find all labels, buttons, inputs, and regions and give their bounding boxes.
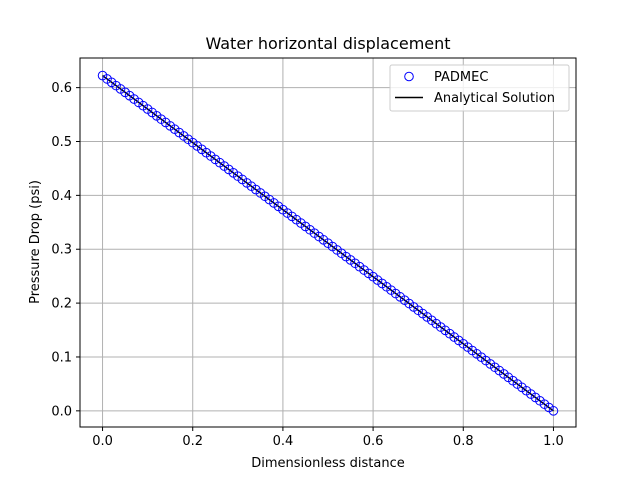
line-series-layer <box>102 74 554 412</box>
grid <box>80 58 576 427</box>
y-tick-label: 0.3 <box>51 243 72 258</box>
chart-title: Water horizontal displacement <box>205 34 450 53</box>
y-tick-label: 0.4 <box>51 189 72 204</box>
x-axis-label: Dimensionless distance <box>251 456 404 471</box>
analytical-solution-line <box>102 74 554 412</box>
x-tick-label: 0.0 <box>92 434 113 449</box>
x-tick-label: 1.0 <box>543 434 564 449</box>
y-tick-label: 0.2 <box>51 297 72 312</box>
legend: PADMEC Analytical Solution <box>389 64 570 112</box>
y-tick-label: 0.1 <box>51 350 72 365</box>
legend-marker-padmec <box>404 71 414 82</box>
y-tick-label: 0.0 <box>51 404 72 419</box>
scatter-series-layer <box>97 70 559 416</box>
x-tick-label: 0.8 <box>453 434 474 449</box>
x-tick-label: 0.6 <box>363 434 384 449</box>
legend-box <box>389 64 570 112</box>
padmec-point <box>548 406 559 416</box>
legend-label-padmec: PADMEC <box>434 70 488 85</box>
x-tick-label: 0.4 <box>273 434 294 449</box>
axis-ticks: 0.0 0.2 0.4 0.6 0.8 1.0 0.0 0.1 0.2 0.3 0.4 0.5 0.6 <box>51 81 563 449</box>
y-tick-label: 0.5 <box>51 135 72 150</box>
y-axis-label: Pressure Drop (psi) <box>28 180 43 304</box>
legend-label-analytical: Analytical Solution <box>434 91 555 106</box>
y-tick-label: 0.6 <box>51 81 72 96</box>
plot-frame <box>79 57 577 428</box>
x-tick-label: 0.2 <box>182 434 203 449</box>
